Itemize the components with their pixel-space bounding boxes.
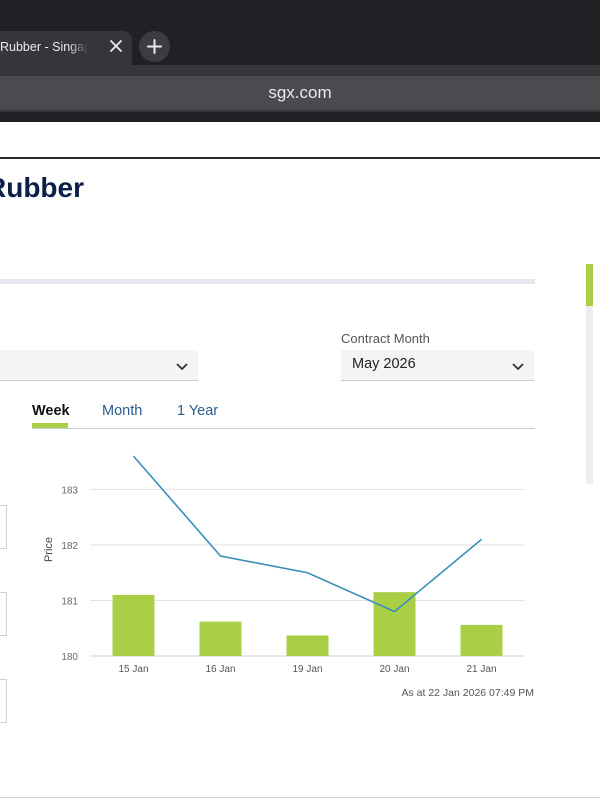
y-axis-label: Price [43, 537, 55, 562]
contract-month-value: May 2026 [352, 356, 416, 372]
browser-tab[interactable]: Rubber - Singapore Exchange [0, 31, 132, 65]
y-tick-label: 182 [61, 541, 78, 552]
new-tab-button[interactable] [139, 31, 170, 62]
chevron-down-icon [176, 359, 188, 375]
scrollbar-track[interactable] [586, 264, 593, 484]
browser-chrome: Rubber - Singapore Exchange sgx.com [0, 0, 600, 122]
x-tick-label: 21 Jan [466, 664, 496, 675]
chart-line [132, 455, 483, 613]
chart-bar [199, 621, 242, 656]
page-title: Rubber [0, 172, 84, 203]
contract-month-select[interactable]: May 2026 [341, 350, 534, 381]
chevron-down-icon [512, 359, 524, 375]
tab-1-year[interactable]: 1 Year [177, 403, 219, 419]
chart-bar [460, 624, 503, 656]
product-select[interactable] [0, 350, 198, 381]
as-at-timestamp: As at 22 Jan 2026 07:49 PM [401, 687, 534, 699]
scrollbar-thumb[interactable] [586, 264, 593, 306]
address-bar[interactable]: sgx.com [0, 76, 600, 110]
side-panel-edge [0, 592, 7, 636]
x-tick-label: 19 Jan [292, 664, 322, 675]
header-divider [0, 157, 600, 159]
price-chart: 180 181 182 183 Price 15 Jan 16 Jan 19 Jan 20 Ja… [43, 455, 525, 675]
y-tick-label: 180 [61, 652, 78, 663]
chart-bar [373, 592, 416, 656]
url-text[interactable]: sgx.com [268, 83, 332, 102]
chart-bar [286, 635, 329, 656]
chart-bar [112, 594, 155, 656]
tab-week[interactable]: Week [32, 403, 70, 419]
bottom-divider [0, 797, 600, 798]
x-tick-label: 20 Jan [379, 664, 409, 675]
side-panel-edge [0, 505, 7, 549]
tab-month[interactable]: Month [102, 403, 143, 419]
active-tab-indicator [32, 423, 68, 428]
close-icon[interactable] [108, 38, 124, 54]
y-tick-label: 183 [61, 485, 78, 496]
x-tick-label: 15 Jan [118, 664, 148, 675]
y-tick-label: 181 [61, 596, 78, 607]
section-divider [0, 279, 535, 284]
x-tick-label: 16 Jan [205, 664, 235, 675]
plus-icon [147, 39, 162, 54]
side-panel-edge [0, 679, 7, 723]
period-tabs: Week Month 1 Year [32, 400, 535, 429]
tab-title: Rubber - Singapore Exchange [0, 40, 88, 54]
contract-month-label: Contract Month [341, 331, 430, 346]
